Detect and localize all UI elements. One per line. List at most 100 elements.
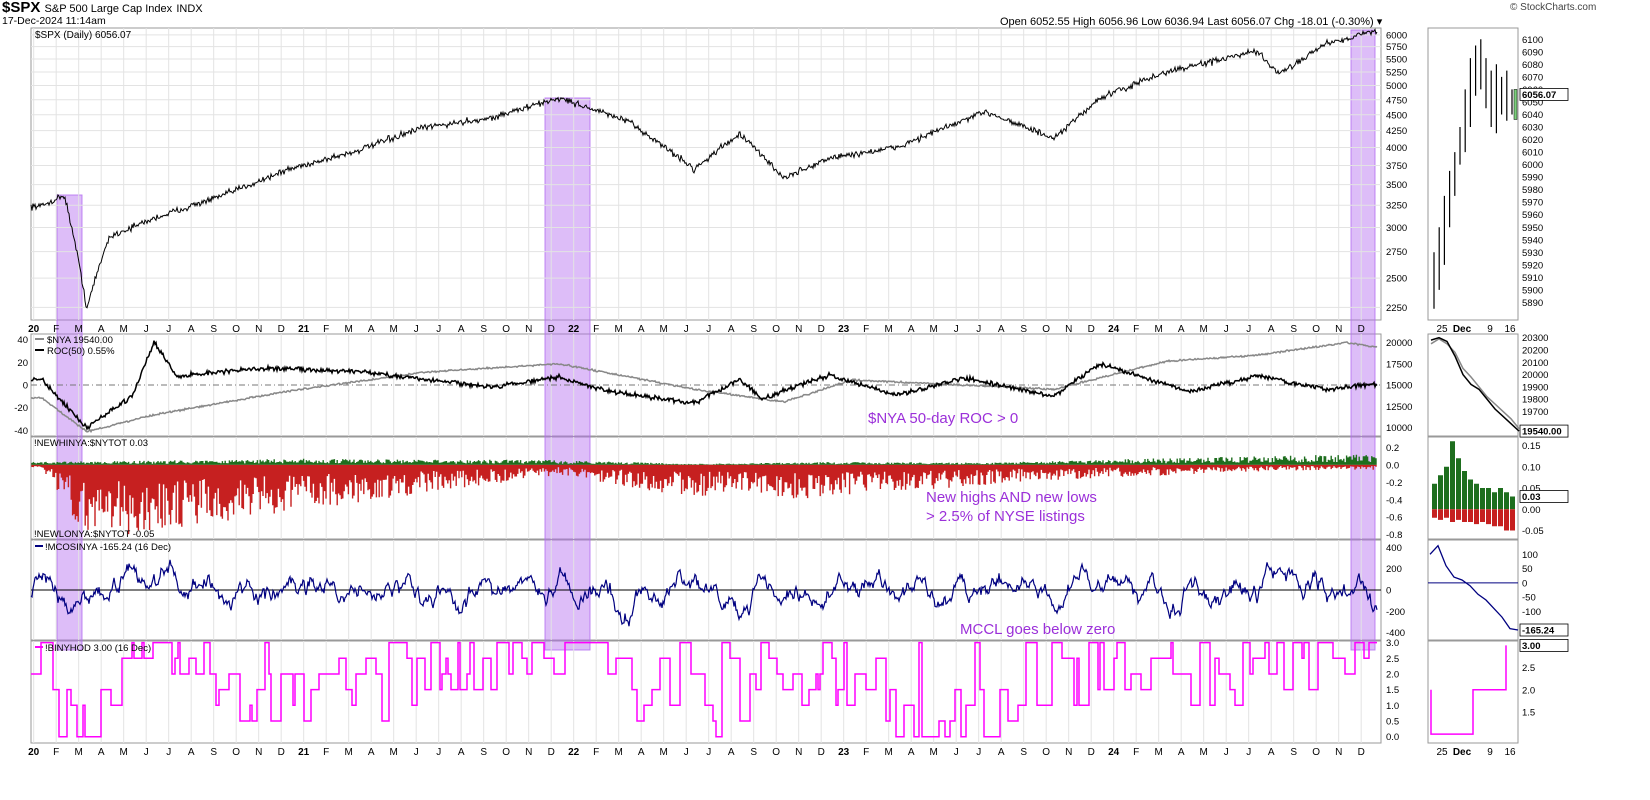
- inset-y-tick-label: 20300: [1522, 333, 1548, 344]
- x-tick-label: N: [1065, 324, 1072, 335]
- x-tick-label: S: [210, 324, 217, 335]
- x-tick-label-bottom: 20: [28, 747, 40, 758]
- x-tick-label: F: [593, 324, 599, 335]
- y-tick-label: 2750: [1386, 247, 1407, 258]
- inset-new-low-bar: [1504, 509, 1509, 531]
- y-tick-label: 5250: [1386, 67, 1407, 78]
- inset-new-low-bar: [1498, 509, 1503, 527]
- inset-y-tick-label: 2.0: [1522, 685, 1535, 696]
- inset-y-tick-label: 19900: [1522, 382, 1548, 393]
- x-tick-label: N: [525, 324, 532, 335]
- inset-frame-hod: [1427, 640, 1519, 744]
- y-tick-label-left: -20: [14, 403, 28, 414]
- x-tick-label: A: [908, 324, 915, 335]
- y-tick-label: 4250: [1386, 126, 1407, 137]
- annotation-nya-roc: $NYA 50-day ROC > 0: [868, 410, 1018, 427]
- x-tick-label-bottom: D: [278, 747, 285, 758]
- price-line: [30, 28, 1378, 309]
- inset-y-tick-label: 6010: [1522, 148, 1543, 159]
- y-tick-label: 4750: [1386, 95, 1407, 106]
- legend-hod: !BINYHOD 3.00 (16 Dec): [45, 643, 151, 654]
- x-tick-label: A: [458, 324, 465, 335]
- x-tick-label-bottom: J: [954, 747, 959, 758]
- annotation-mcclellan: MCCL goes below zero: [960, 621, 1115, 638]
- y-tick-label: 5750: [1386, 42, 1407, 53]
- legend-new-highs: !NEWHINYA:$NYTOT 0.03: [34, 438, 148, 449]
- x-tick-label: D: [1088, 324, 1095, 335]
- x-tick-label: A: [728, 324, 735, 335]
- inset-y-tick-label: 50: [1522, 564, 1533, 575]
- new-lows-bars: [31, 464, 1377, 535]
- x-tick-label-bottom: F: [863, 747, 869, 758]
- y-tick-label: -0.4: [1386, 495, 1402, 506]
- inset-new-low-bar: [1480, 509, 1485, 522]
- mcclellan-line: [30, 559, 1378, 627]
- inset-x-tick-label-bottom: 25: [1436, 747, 1448, 758]
- last-value-mcclellan: -165.24: [1522, 626, 1555, 637]
- y-tick-label: 3.0: [1386, 638, 1399, 649]
- roc-line: [30, 340, 1378, 431]
- inset-y-tick-label: 19700: [1522, 407, 1548, 418]
- x-tick-label: F: [53, 324, 59, 335]
- inset-new-high-bar: [1450, 441, 1455, 510]
- inset-y-tick-label: 6040: [1522, 110, 1543, 121]
- inset-new-high-bar: [1510, 496, 1515, 510]
- inset-y-tick-label: 6050: [1522, 97, 1543, 108]
- x-tick-label: 22: [568, 324, 580, 335]
- highlight-band-1: [56, 194, 83, 651]
- x-tick-label-bottom: N: [525, 747, 532, 758]
- x-tick-label: A: [188, 324, 195, 335]
- y-tick-label: 2500: [1386, 274, 1407, 285]
- x-tick-label-bottom: 23: [838, 747, 850, 758]
- inset-new-high-bar: [1444, 466, 1449, 510]
- inset-frame-mc: [1427, 539, 1519, 641]
- inset-y-tick-label: 5900: [1522, 285, 1543, 296]
- x-tick-label-bottom: O: [1042, 747, 1050, 758]
- y-tick-label: 20000: [1386, 338, 1412, 349]
- inset-y-tick-label: 5920: [1522, 260, 1543, 271]
- x-tick-label: N: [255, 324, 262, 335]
- inset-y-tick-label: 6030: [1522, 123, 1543, 134]
- x-tick-label: 20: [28, 324, 40, 335]
- inset-y-tick-label: 5960: [1522, 210, 1543, 221]
- x-tick-label: J: [436, 324, 441, 335]
- y-tick-label-left: 0: [23, 381, 28, 392]
- y-tick-label: 3000: [1386, 223, 1407, 234]
- inset-new-high-bar: [1468, 479, 1473, 510]
- x-tick-label: J: [144, 324, 149, 335]
- panel-frame-price: [30, 27, 1382, 321]
- new-highs-bars: [31, 454, 1377, 465]
- exchange: INDX: [176, 3, 203, 15]
- highlight-band-2: [544, 97, 591, 651]
- inset-new-high-bar: [1432, 483, 1437, 510]
- x-tick-label: J: [976, 324, 981, 335]
- inset-y-tick-label: 100: [1522, 550, 1538, 561]
- inset-new-low-bar: [1492, 509, 1497, 527]
- inset-new-high-bar: [1462, 471, 1467, 510]
- x-tick-label: S: [1290, 324, 1297, 335]
- x-tick-label: J: [684, 324, 689, 335]
- text-layer: 20 20 F F M M A A M M J J J J A A S S O O N N D D 21 21 F F M M A A M M J J…: [14, 30, 1569, 758]
- x-tick-label-bottom: D: [548, 747, 555, 758]
- x-tick-label-bottom: F: [1133, 747, 1139, 758]
- y-tick-label: 5500: [1386, 55, 1407, 66]
- x-tick-label: J: [954, 324, 959, 335]
- x-tick-label-bottom: A: [998, 747, 1005, 758]
- y-tick-label: -200: [1386, 607, 1405, 618]
- y-tick-label: 12500: [1386, 402, 1412, 413]
- x-tick-label: J: [414, 324, 419, 335]
- x-tick-label-bottom: N: [1065, 747, 1072, 758]
- y-tick-label: 5000: [1386, 81, 1407, 92]
- inset-y-tick-label: 5950: [1522, 223, 1543, 234]
- inset-new-high-bar: [1474, 483, 1479, 510]
- x-tick-label: F: [1133, 324, 1139, 335]
- last-value-nya: 19540.00: [1522, 427, 1562, 438]
- inset-y-tick-label: 2.5: [1522, 663, 1535, 674]
- inset-new-low-bar: [1510, 509, 1515, 531]
- x-tick-label-bottom: S: [1020, 747, 1027, 758]
- inset-new-low-bar: [1456, 509, 1461, 520]
- x-tick-label: O: [772, 324, 780, 335]
- inset-new-low-bar: [1468, 509, 1473, 522]
- inset-new-low-bar: [1474, 509, 1479, 525]
- y-tick-label: 6000: [1386, 30, 1407, 41]
